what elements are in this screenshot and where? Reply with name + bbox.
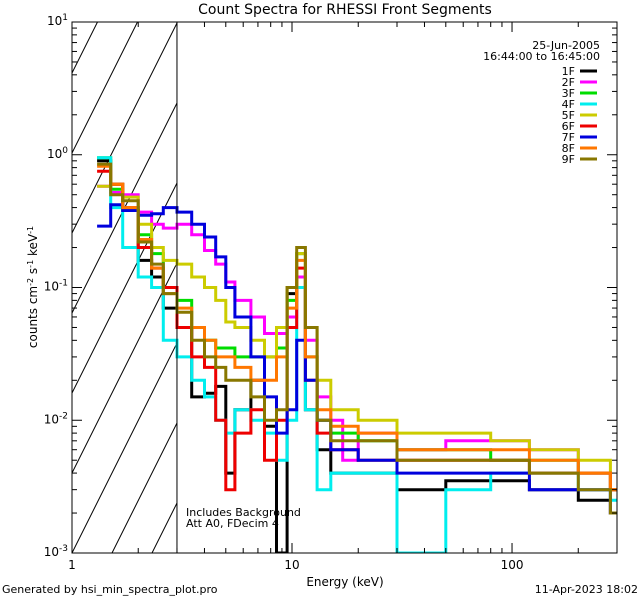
legend-label-4F: 4F: [562, 98, 575, 111]
generated-by: Generated by hsi_min_spectra_plot.pro: [2, 583, 218, 596]
y-tick-label: 10-1: [44, 279, 68, 294]
legend-label-1F: 1F: [562, 65, 575, 78]
x-tick-label: 10: [284, 558, 299, 572]
x-axis-label: Energy (keV): [306, 575, 383, 589]
y-tick-label: 101: [47, 13, 68, 28]
hatch-lines: [72, 22, 177, 553]
axes: [71, 21, 618, 554]
hatched-region: [72, 22, 177, 553]
series-7F: [97, 203, 617, 515]
legend-label-3F: 3F: [562, 87, 575, 100]
legend-label-9F: 9F: [562, 153, 575, 166]
legend-label-6F: 6F: [562, 120, 575, 133]
y-tick-label: 10-2: [44, 411, 68, 426]
series-2F: [97, 184, 617, 492]
y-tick-label: 100: [47, 146, 68, 161]
legend-label-2F: 2F: [562, 76, 575, 89]
x-tick-label: 1: [68, 558, 76, 572]
annotation-line: Att A0, FDecim 4: [186, 517, 279, 530]
x-tick-label: 100: [501, 558, 524, 572]
legend-label-7F: 7F: [562, 131, 575, 144]
series-8F: [97, 164, 617, 492]
legend-time-range: 16:44:00 to 16:45:00: [483, 50, 600, 63]
y-axis-label: counts cm-2 s-1 keV-1: [26, 226, 41, 348]
series-9F: [97, 162, 617, 515]
footer-timestamp: 11-Apr-2023 18:02: [534, 583, 638, 596]
series-1F: [97, 159, 617, 553]
legend-label-5F: 5F: [562, 109, 575, 122]
y-tick-label: 10-3: [44, 544, 68, 559]
series-layer: [97, 156, 617, 553]
legend-date: 25-Jun-2005: [532, 39, 600, 52]
legend-label-8F: 8F: [562, 142, 575, 155]
tick-labels: 1 10 100 10-3 10-2 10-1 100 101: [44, 13, 524, 572]
chart-title: Count Spectra for RHESSI Front Segments: [198, 2, 492, 18]
legend: 25-Jun-2005 16:44:00 to 16:45:00 1F2F3F4…: [483, 39, 600, 166]
series-4F: [97, 156, 617, 553]
annotation-line: Includes Background: [186, 506, 301, 519]
